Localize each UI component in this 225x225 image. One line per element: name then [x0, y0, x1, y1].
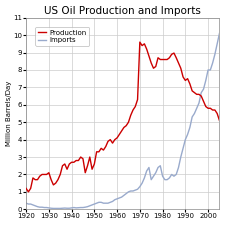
Imports — [29, 203, 32, 205]
Production — [36, 178, 39, 181]
Imports — [52, 207, 55, 210]
Imports — [120, 196, 123, 198]
Production — [177, 62, 180, 64]
Imports — [34, 205, 36, 207]
Production — [25, 187, 27, 190]
Y-axis label: Million Barrels/Day: Million Barrels/Day — [6, 81, 11, 146]
Production — [120, 130, 123, 132]
Production — [32, 177, 34, 179]
Line: Production: Production — [26, 42, 219, 192]
Imports — [218, 32, 221, 35]
Production — [218, 119, 221, 122]
Imports — [191, 116, 193, 118]
Title: US Oil Production and Imports: US Oil Production and Imports — [44, 6, 201, 16]
Production — [193, 91, 196, 94]
Imports — [25, 202, 27, 205]
Legend: Production, Imports: Production, Imports — [35, 27, 89, 46]
Imports — [175, 173, 178, 176]
Production — [47, 171, 50, 174]
Production — [138, 41, 141, 43]
Line: Imports: Imports — [26, 33, 219, 208]
Production — [27, 191, 30, 193]
Imports — [45, 206, 48, 209]
